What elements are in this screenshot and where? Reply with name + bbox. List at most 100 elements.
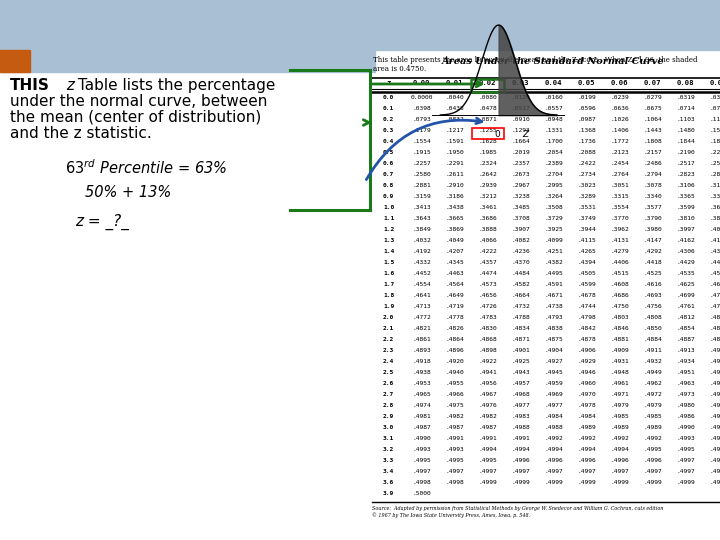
- Text: .4706: .4706: [709, 293, 720, 298]
- Text: .3365: .3365: [676, 194, 695, 199]
- Text: .4625: .4625: [676, 282, 695, 287]
- Text: .3159: .3159: [412, 194, 431, 199]
- Text: .4987: .4987: [445, 425, 464, 430]
- Text: 2.2: 2.2: [383, 337, 394, 342]
- Text: .4830: .4830: [478, 326, 497, 331]
- Text: .2642: .2642: [478, 172, 497, 177]
- Text: .4738: .4738: [544, 304, 563, 309]
- Text: .4992: .4992: [577, 436, 596, 441]
- Text: .4726: .4726: [478, 304, 497, 309]
- Text: .0517: .0517: [511, 106, 530, 111]
- Text: .3508: .3508: [544, 205, 563, 210]
- Text: 0.04: 0.04: [545, 80, 562, 86]
- Text: .4978: .4978: [577, 403, 596, 408]
- Text: .4996: .4996: [610, 458, 629, 463]
- Text: .0398: .0398: [412, 106, 431, 111]
- Text: 0.6: 0.6: [383, 161, 394, 166]
- Text: .4177: .4177: [709, 238, 720, 243]
- Text: .4965: .4965: [412, 392, 431, 397]
- Text: .4099: .4099: [544, 238, 563, 243]
- Text: .4911: .4911: [643, 348, 662, 353]
- Text: .4977: .4977: [544, 403, 563, 408]
- Text: .4960: .4960: [577, 381, 596, 386]
- Text: .4964: .4964: [709, 381, 720, 386]
- Text: .4846: .4846: [610, 326, 629, 331]
- Text: .0793: .0793: [412, 117, 431, 122]
- Text: .4985: .4985: [643, 414, 662, 419]
- Text: .4994: .4994: [478, 447, 497, 452]
- Text: .1443: .1443: [643, 128, 662, 133]
- Text: 1.0: 1.0: [383, 205, 394, 210]
- Text: .4671: .4671: [544, 293, 563, 298]
- Text: .1406: .1406: [610, 128, 629, 133]
- Text: .4082: .4082: [511, 238, 530, 243]
- Text: .4788: .4788: [511, 315, 530, 320]
- Text: 0.01: 0.01: [446, 80, 463, 86]
- Text: .4997: .4997: [676, 469, 695, 474]
- Text: .4995: .4995: [643, 447, 662, 452]
- Text: .4990: .4990: [412, 436, 431, 441]
- Text: .4901: .4901: [511, 348, 530, 353]
- Text: .3830: .3830: [709, 216, 720, 221]
- Text: Z: Z: [522, 130, 528, 139]
- Text: 1.2: 1.2: [383, 227, 394, 232]
- Text: .4972: .4972: [643, 392, 662, 397]
- Text: 2.8: 2.8: [383, 403, 394, 408]
- Text: .3749: .3749: [577, 216, 596, 221]
- Text: .3849: .3849: [412, 227, 431, 232]
- Text: .4963: .4963: [676, 381, 695, 386]
- Text: under the normal curve, between: under the normal curve, between: [10, 94, 267, 109]
- Text: 3.3: 3.3: [383, 458, 394, 463]
- Text: .4406: .4406: [610, 260, 629, 265]
- Text: .2823: .2823: [676, 172, 695, 177]
- Text: .3869: .3869: [445, 227, 464, 232]
- Text: .4934: .4934: [676, 359, 695, 364]
- Text: .4968: .4968: [511, 392, 530, 397]
- Text: 0.0000: 0.0000: [410, 95, 433, 100]
- Text: 0.7: 0.7: [383, 172, 394, 177]
- Text: .4693: .4693: [643, 293, 662, 298]
- Text: .4884: .4884: [643, 337, 662, 342]
- Text: .1179: .1179: [412, 128, 431, 133]
- Text: .4952: .4952: [709, 370, 720, 375]
- Text: .3389: .3389: [709, 194, 720, 199]
- Text: .4162: .4162: [676, 238, 695, 243]
- Text: .4793: .4793: [544, 315, 563, 320]
- Text: .4756: .4756: [643, 304, 662, 309]
- Text: .4535: .4535: [676, 271, 695, 276]
- Text: .4994: .4994: [511, 447, 530, 452]
- Text: .4997: .4997: [709, 458, 720, 463]
- Text: .4732: .4732: [511, 304, 530, 309]
- Text: .4868: .4868: [478, 337, 497, 342]
- Text: 0.1: 0.1: [383, 106, 394, 111]
- Text: 3.6: 3.6: [383, 480, 394, 485]
- Text: .4922: .4922: [478, 359, 497, 364]
- Text: .4996: .4996: [544, 458, 563, 463]
- Text: .2995: .2995: [544, 183, 563, 188]
- Text: and the z statistic.: and the z statistic.: [10, 126, 152, 141]
- Text: .4279: .4279: [610, 249, 629, 254]
- Text: 0.8: 0.8: [383, 183, 394, 188]
- Text: .4938: .4938: [412, 370, 431, 375]
- Text: .4966: .4966: [445, 392, 464, 397]
- Text: .0199: .0199: [577, 95, 596, 100]
- Text: $63^{rd}$ Percentile = 63%: $63^{rd}$ Percentile = 63%: [65, 158, 228, 177]
- Text: .4066: .4066: [478, 238, 497, 243]
- Text: the mean (center of distribution): the mean (center of distribution): [10, 110, 261, 125]
- Text: .3531: .3531: [577, 205, 596, 210]
- Text: .4616: .4616: [643, 282, 662, 287]
- Text: .4925: .4925: [511, 359, 530, 364]
- Text: .4977: .4977: [511, 403, 530, 408]
- Text: .4973: .4973: [676, 392, 695, 397]
- Text: .4993: .4993: [709, 436, 720, 441]
- Text: .4370: .4370: [511, 260, 530, 265]
- Text: .4983: .4983: [511, 414, 530, 419]
- Text: .4993: .4993: [676, 436, 695, 441]
- Text: .4306: .4306: [676, 249, 695, 254]
- Text: .0160: .0160: [544, 95, 563, 100]
- Text: .4918: .4918: [412, 359, 431, 364]
- Text: .0279: .0279: [643, 95, 662, 100]
- Text: 3.1: 3.1: [383, 436, 394, 441]
- Text: .4927: .4927: [544, 359, 563, 364]
- Text: .2881: .2881: [412, 183, 431, 188]
